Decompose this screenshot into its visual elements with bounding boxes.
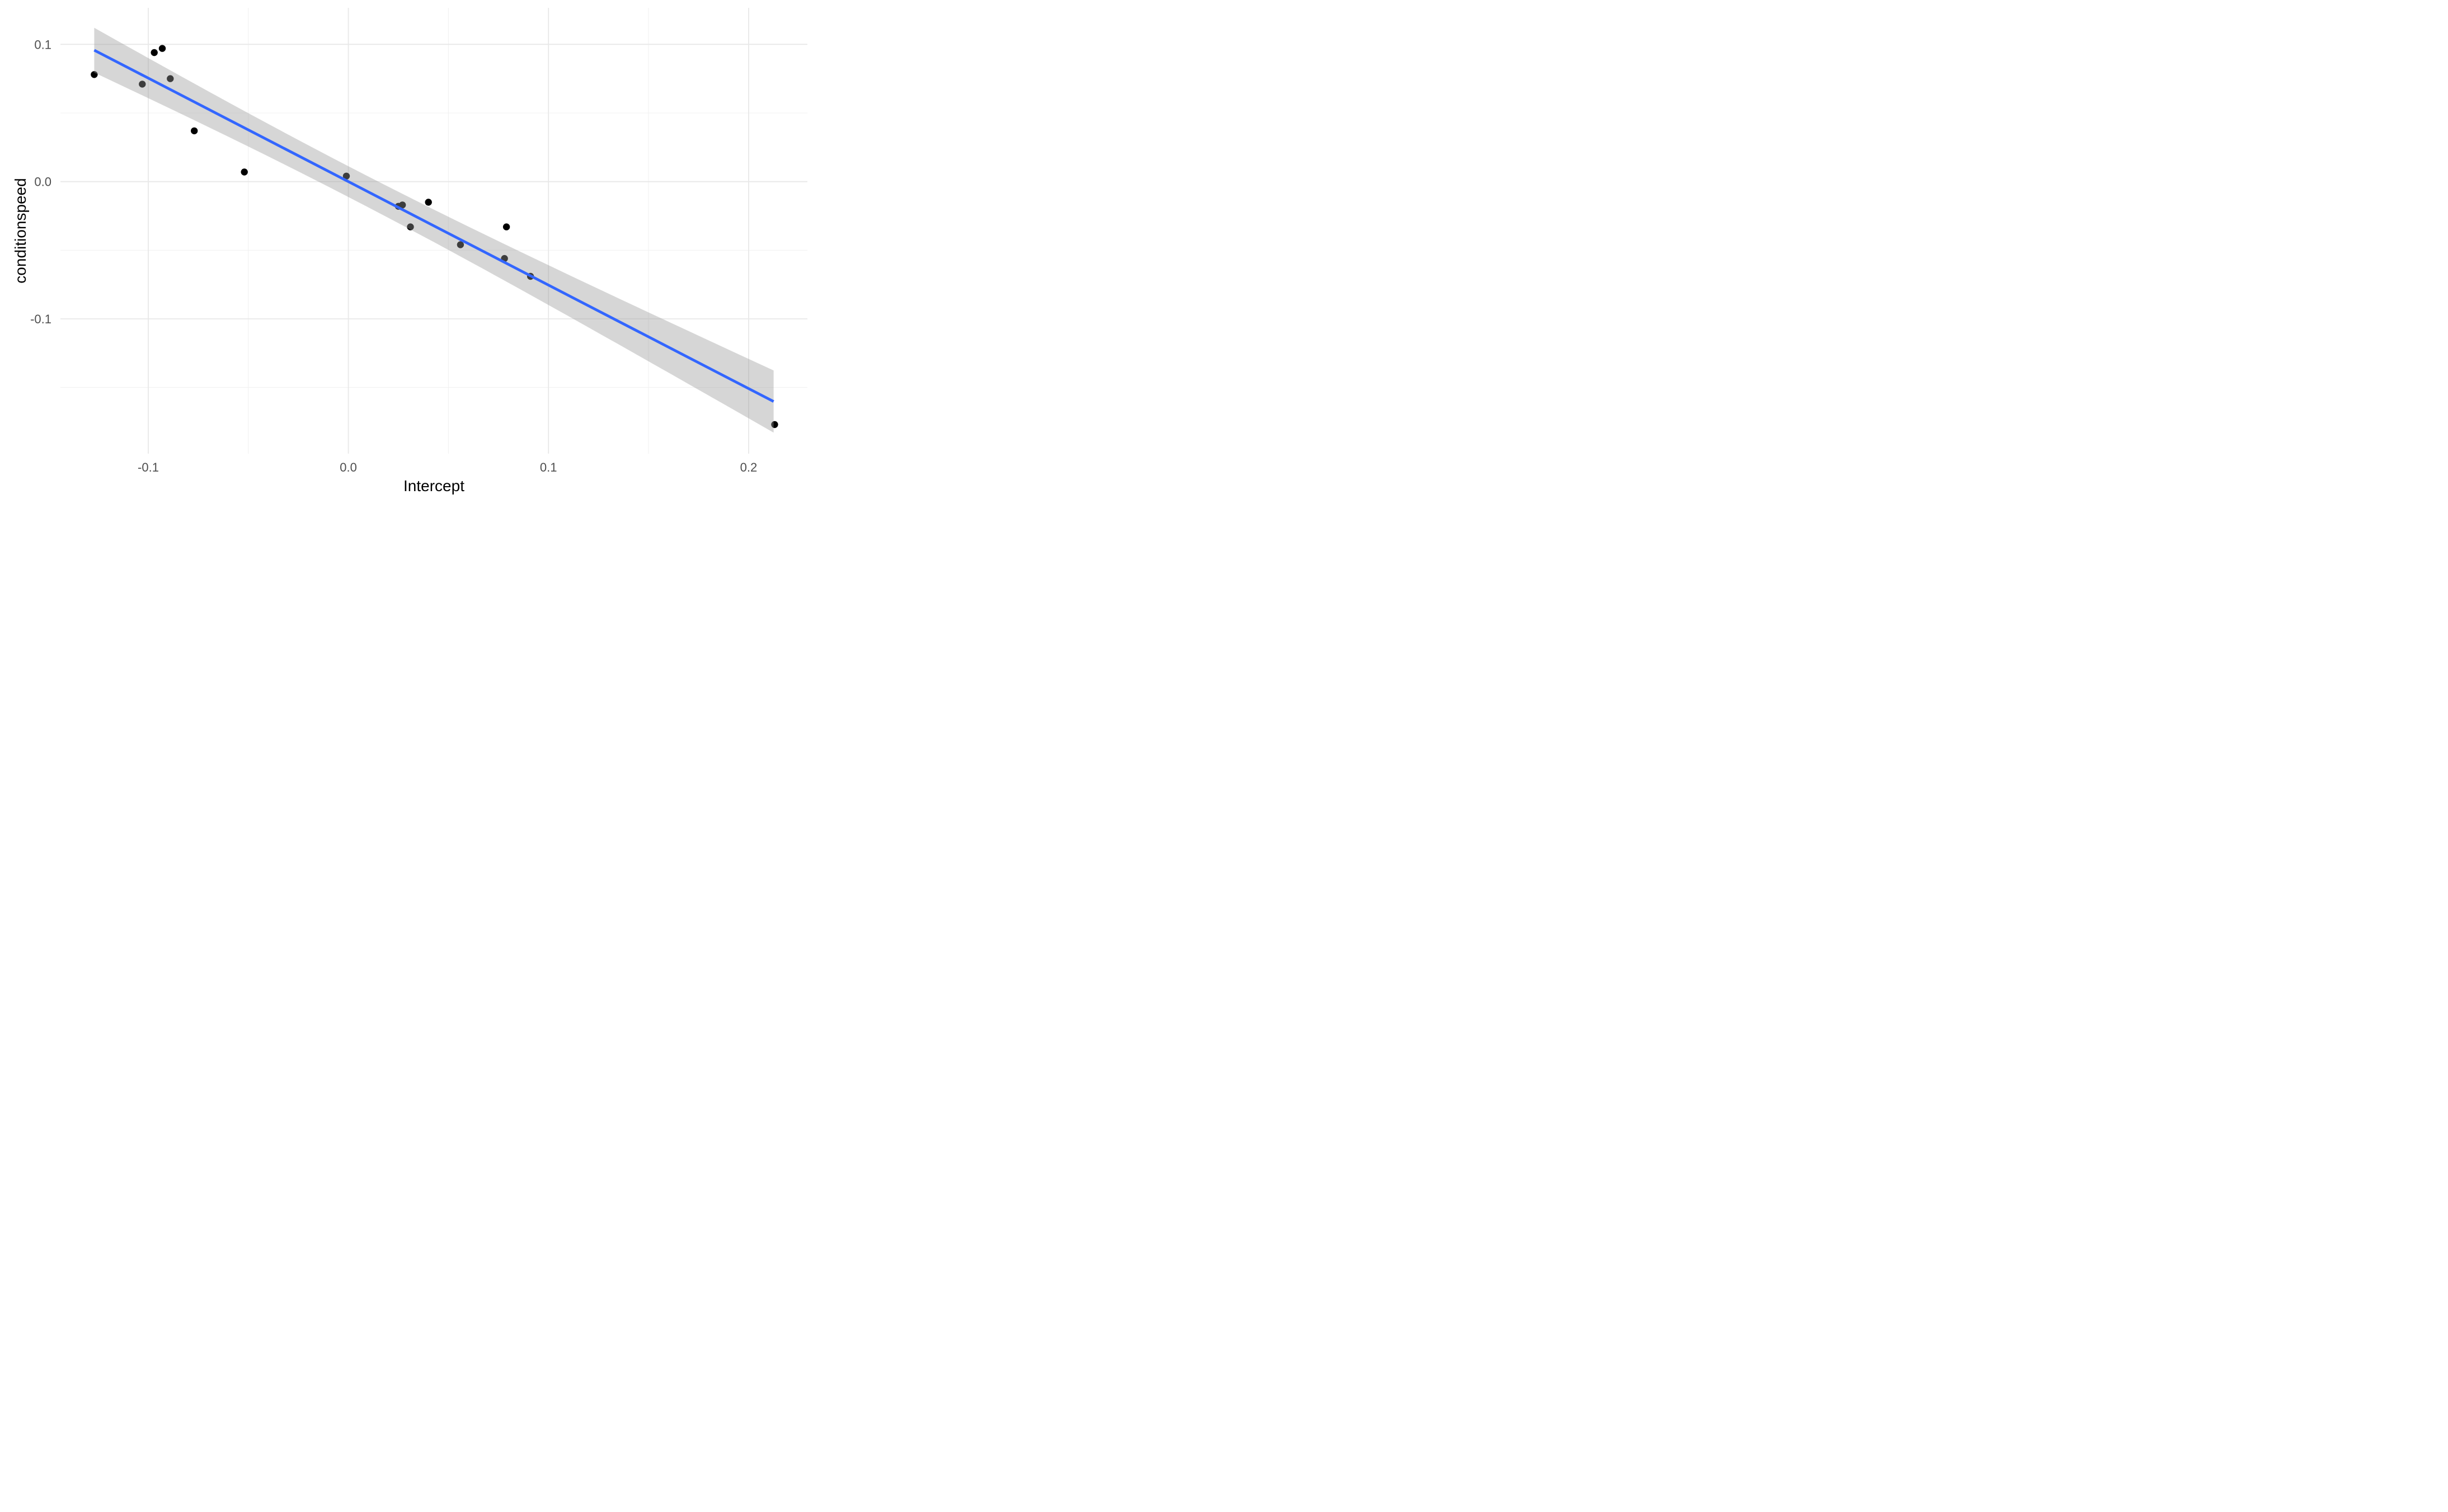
- x-tick-label: 0.0: [340, 460, 357, 474]
- data-point: [151, 49, 158, 56]
- data-point: [91, 71, 98, 78]
- y-axis-tick-labels: 0.1 0.0 -0.1: [30, 37, 51, 326]
- data-point: [342, 172, 350, 180]
- data-point: [139, 81, 146, 88]
- data-point: [457, 241, 464, 248]
- data-point: [167, 75, 174, 82]
- x-tick-label: -0.1: [138, 460, 159, 474]
- data-point: [502, 223, 510, 230]
- data-point: [399, 201, 406, 209]
- confidence-band: [94, 27, 774, 433]
- x-axis-tick-labels: -0.1 0.0 0.1 0.2: [138, 460, 757, 474]
- x-tick-label: 0.2: [740, 460, 758, 474]
- y-axis-title: conditionspeed: [12, 178, 29, 283]
- trend-line: [93, 49, 774, 403]
- y-tick-label: 0.0: [34, 175, 51, 189]
- data-point: [771, 421, 778, 428]
- scatter-points: [91, 45, 778, 428]
- data-point: [158, 45, 166, 52]
- grid-major: [60, 8, 807, 454]
- grid-minor: [60, 8, 807, 454]
- data-point: [241, 168, 248, 176]
- x-tick-label: 0.1: [540, 460, 557, 474]
- data-point: [191, 127, 198, 135]
- chart-canvas: -0.1 0.0 0.1 0.2 0.1 0.0 -0.1 Intercept condi…: [12, 8, 807, 494]
- confidence-band-area: [94, 27, 774, 433]
- data-point: [407, 223, 414, 230]
- x-axis-title: Intercept: [403, 477, 464, 494]
- data-point: [425, 199, 432, 206]
- scatter-plot-figure: -0.1 0.0 0.1 0.2 0.1 0.0 -0.1 Intercept condi…: [0, 0, 816, 504]
- y-tick-label: 0.1: [34, 37, 51, 51]
- y-tick-label: -0.1: [30, 312, 51, 326]
- regression-line: [93, 49, 774, 403]
